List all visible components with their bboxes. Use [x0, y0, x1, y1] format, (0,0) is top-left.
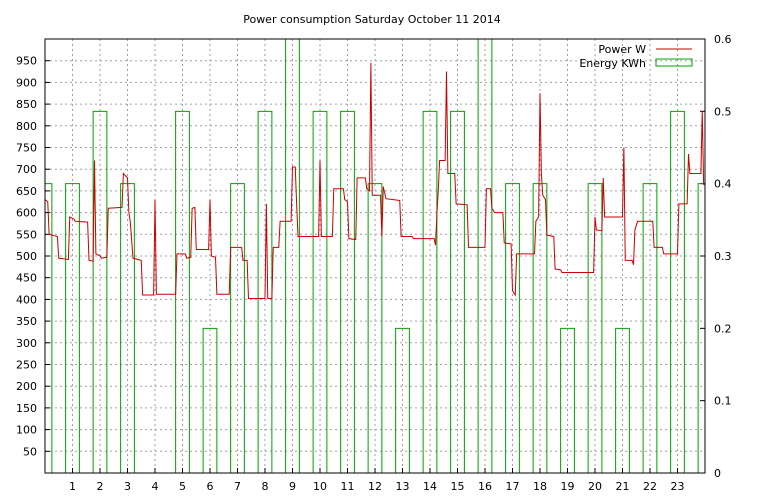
y-tick-label: 650 — [16, 185, 37, 198]
y2-tick-label: 0.4 — [714, 178, 732, 191]
y-tick-label: 400 — [16, 293, 37, 306]
x-tick-label: 2 — [97, 480, 104, 493]
y-tick-label: 700 — [16, 163, 37, 176]
y-tick-label: 850 — [16, 98, 37, 111]
y2-tick-label: 0.1 — [714, 395, 732, 408]
legend-swatch-energy — [655, 58, 693, 67]
y-tick-label: 50 — [23, 445, 37, 458]
y-tick-label: 800 — [16, 120, 37, 133]
x-tick-label: 1 — [69, 480, 76, 493]
legend: Power W Energy KWh — [579, 43, 693, 70]
x-tick-label: 17 — [506, 480, 520, 493]
y-tick-label: 500 — [16, 250, 37, 263]
x-tick-label: 6 — [207, 480, 214, 493]
x-tick-label: 4 — [152, 480, 159, 493]
x-tick-label: 14 — [423, 480, 437, 493]
series-power-w — [45, 62, 705, 300]
y2-tick-label: 0.5 — [714, 105, 732, 118]
x-tick-label: 8 — [262, 480, 269, 493]
y-tick-label: 100 — [16, 424, 37, 437]
legend-label-energy: Energy KWh — [579, 57, 646, 70]
x-tick-label: 18 — [533, 480, 547, 493]
x-tick-label: 22 — [643, 480, 657, 493]
y-tick-label: 950 — [16, 55, 37, 68]
y-tick-label: 250 — [16, 359, 37, 372]
y-tick-label: 150 — [16, 402, 37, 415]
y-tick-label: 450 — [16, 272, 37, 285]
y-tick-label: 200 — [16, 380, 37, 393]
x-tick-label: 12 — [368, 480, 382, 493]
y2-tick-label: 0.3 — [714, 250, 732, 263]
y-tick-label: 300 — [16, 337, 37, 350]
power-line — [45, 62, 705, 300]
x-tick-label: 19 — [561, 480, 575, 493]
y2-tick-label: 0.6 — [714, 33, 732, 46]
x-tick-label: 3 — [124, 480, 131, 493]
y-tick-label: 350 — [16, 315, 37, 328]
chart-title: Power consumption Saturday October 11 20… — [243, 13, 501, 26]
plot-frame — [44, 38, 706, 474]
y-tick-label: 750 — [16, 142, 37, 155]
x-tick-label: 5 — [179, 480, 186, 493]
x-tick-label: 9 — [289, 480, 296, 493]
legend-label-power: Power W — [598, 43, 646, 56]
x-tick-label: 13 — [396, 480, 410, 493]
x-tick-label: 23 — [671, 480, 685, 493]
y-tick-label: 550 — [16, 228, 37, 241]
x-tick-label: 16 — [478, 480, 492, 493]
y2-tick-label: 0.2 — [714, 322, 732, 335]
y2-tick-label: 0 — [714, 467, 721, 480]
x-axis: 1 2 3 4 5 6 7 8 9 10 11 12 13 14 15 16 17 18 19 20 21 22 23 — [69, 468, 685, 493]
x-tick-label: 7 — [234, 480, 241, 493]
x-tick-label: 21 — [616, 480, 630, 493]
y-axis-left: 50 100 150 200 250 300 350 400 450 500 550 600 650 70… — [16, 55, 50, 458]
grid — [45, 39, 705, 473]
x-tick-label: 20 — [588, 480, 602, 493]
y-axis-right: 0 0.1 0.2 0.3 0.4 0.5 0.6 — [700, 33, 732, 480]
y-tick-label: 600 — [16, 207, 37, 220]
x-tick-label: 11 — [341, 480, 355, 493]
x-tick-label: 15 — [451, 480, 465, 493]
x-tick-label: 10 — [313, 480, 327, 493]
y-tick-label: 900 — [16, 76, 37, 89]
